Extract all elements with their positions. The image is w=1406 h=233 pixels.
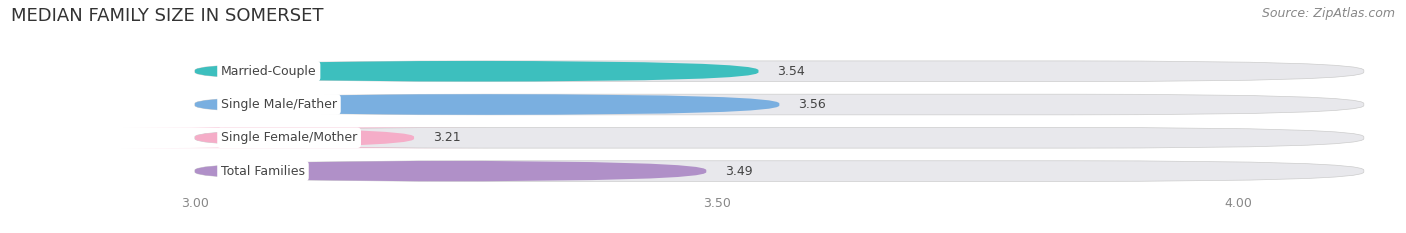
Text: Single Male/Father: Single Male/Father [221, 98, 337, 111]
FancyBboxPatch shape [195, 161, 1364, 182]
FancyBboxPatch shape [195, 61, 758, 82]
FancyBboxPatch shape [122, 127, 486, 148]
Text: MEDIAN FAMILY SIZE IN SOMERSET: MEDIAN FAMILY SIZE IN SOMERSET [11, 7, 323, 25]
FancyBboxPatch shape [195, 94, 1364, 115]
FancyBboxPatch shape [195, 94, 779, 115]
Text: 3.54: 3.54 [778, 65, 806, 78]
Text: 3.21: 3.21 [433, 131, 461, 144]
FancyBboxPatch shape [195, 127, 1364, 148]
FancyBboxPatch shape [195, 61, 1364, 82]
Text: Source: ZipAtlas.com: Source: ZipAtlas.com [1261, 7, 1395, 20]
FancyBboxPatch shape [195, 161, 706, 182]
Text: 3.56: 3.56 [799, 98, 825, 111]
Text: Married-Couple: Married-Couple [221, 65, 316, 78]
Text: 3.49: 3.49 [725, 164, 752, 178]
Text: Single Female/Mother: Single Female/Mother [221, 131, 357, 144]
Text: Total Families: Total Families [221, 164, 305, 178]
